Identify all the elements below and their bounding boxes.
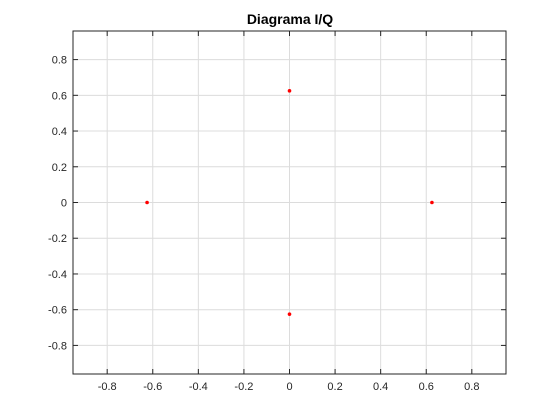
axes-box <box>72 30 507 375</box>
x-tick-label: 0.6 <box>419 381 434 393</box>
x-tick-label: -0.4 <box>189 381 208 393</box>
axis-ticks <box>73 31 506 374</box>
y-tick-label: -0.8 <box>48 340 67 352</box>
data-point <box>287 89 292 93</box>
grid-lines <box>73 31 506 374</box>
x-tick-label: 0.2 <box>327 381 342 393</box>
x-tick-label: 0.8 <box>464 381 479 393</box>
x-tick-label: -0.6 <box>143 381 162 393</box>
y-tick-label: 0.2 <box>52 162 67 174</box>
chart-title: Diagrama I/Q <box>247 11 333 27</box>
data-point <box>287 312 292 316</box>
x-tick-label: -0.2 <box>234 381 253 393</box>
y-tick-label: -0.6 <box>48 305 67 317</box>
y-tick-label: 0 <box>61 198 67 210</box>
x-tick-label: 0 <box>286 381 292 393</box>
y-tick-label: -0.4 <box>48 269 67 281</box>
data-point <box>430 200 434 205</box>
y-tick-label: -0.2 <box>48 233 67 245</box>
x-tick-label: 0.4 <box>373 381 388 393</box>
y-tick-labels: -0.8 -0.6 -0.4 -0.2 0 0.2 0.4 0.6 0.8 <box>48 55 67 353</box>
data-point <box>145 200 149 205</box>
y-tick-label: 0.8 <box>52 55 67 67</box>
data-points <box>145 89 434 316</box>
y-tick-label: 0.6 <box>52 90 67 102</box>
y-tick-label: 0.4 <box>52 126 67 138</box>
x-tick-labels: -0.8 -0.6 -0.4 -0.2 0 0.2 0.4 0.6 0.8 <box>98 381 480 393</box>
x-tick-label: -0.8 <box>98 381 117 393</box>
